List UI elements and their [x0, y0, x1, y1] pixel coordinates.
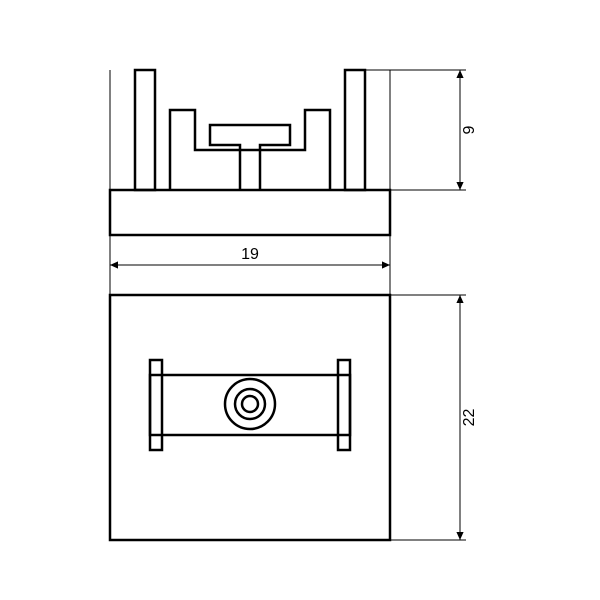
- top-circle-outer: [225, 379, 275, 429]
- top-endplate-1: [338, 360, 350, 450]
- top-circle-mid: [235, 389, 265, 419]
- top-circle-inner: [242, 396, 258, 412]
- front-post-0: [135, 70, 155, 190]
- dim-width-label: 19: [241, 246, 259, 263]
- dim-h22-label: 22: [461, 409, 478, 427]
- front-base: [110, 190, 390, 235]
- top-outline: [110, 295, 390, 540]
- top-bar: [150, 375, 350, 435]
- front-bracket: [170, 110, 330, 190]
- front-tee: [210, 125, 290, 190]
- dim-h9-label: 9: [461, 125, 478, 134]
- front-post-1: [345, 70, 365, 190]
- top-endplate-0: [150, 360, 162, 450]
